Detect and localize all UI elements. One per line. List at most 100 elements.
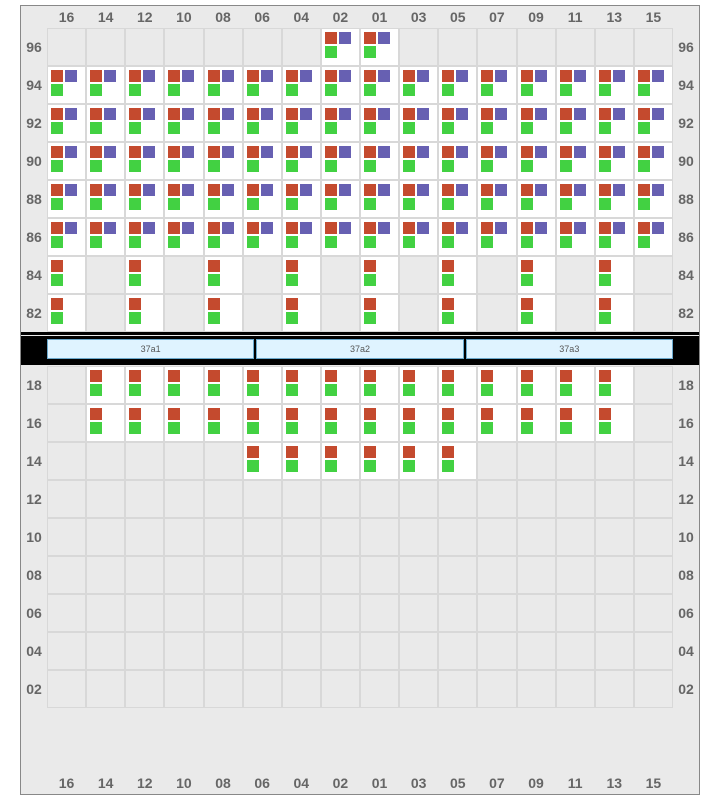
- grid-cell[interactable]: [595, 294, 634, 332]
- slot-unit[interactable]: [599, 260, 630, 290]
- slot-unit[interactable]: [325, 370, 356, 400]
- slot-unit[interactable]: [168, 70, 199, 100]
- slot-unit[interactable]: [442, 146, 473, 176]
- slot-unit[interactable]: [560, 408, 591, 438]
- grid-cell[interactable]: [477, 180, 516, 218]
- slot-unit[interactable]: [129, 260, 160, 290]
- slot-unit[interactable]: [364, 260, 395, 290]
- slot-unit[interactable]: [481, 408, 512, 438]
- grid-cell[interactable]: [47, 180, 86, 218]
- slot-unit[interactable]: [90, 370, 121, 400]
- grid-cell[interactable]: [517, 104, 556, 142]
- slot-unit[interactable]: [325, 222, 356, 252]
- slot-unit[interactable]: [638, 70, 669, 100]
- slot-unit[interactable]: [168, 146, 199, 176]
- grid-cell[interactable]: [399, 404, 438, 442]
- grid-cell[interactable]: [204, 256, 243, 294]
- slot-unit[interactable]: [599, 70, 630, 100]
- slot-unit[interactable]: [481, 108, 512, 138]
- grid-cell[interactable]: [243, 66, 282, 104]
- grid-cell[interactable]: [164, 142, 203, 180]
- aisle-segment[interactable]: 37a3: [466, 339, 673, 359]
- grid-cell[interactable]: [125, 366, 164, 404]
- slot-unit[interactable]: [364, 70, 395, 100]
- slot-unit[interactable]: [403, 108, 434, 138]
- grid-cell[interactable]: [438, 294, 477, 332]
- slot-unit[interactable]: [442, 408, 473, 438]
- grid-cell[interactable]: [164, 180, 203, 218]
- grid-cell[interactable]: [204, 366, 243, 404]
- grid-cell[interactable]: [204, 142, 243, 180]
- grid-cell[interactable]: [556, 218, 595, 256]
- slot-unit[interactable]: [521, 70, 552, 100]
- slot-unit[interactable]: [208, 370, 239, 400]
- slot-unit[interactable]: [208, 222, 239, 252]
- grid-cell[interactable]: [282, 366, 321, 404]
- slot-unit[interactable]: [325, 108, 356, 138]
- slot-unit[interactable]: [51, 146, 82, 176]
- grid-cell[interactable]: [164, 366, 203, 404]
- grid-cell[interactable]: [86, 180, 125, 218]
- slot-unit[interactable]: [442, 108, 473, 138]
- grid-cell[interactable]: [321, 28, 360, 66]
- slot-unit[interactable]: [286, 146, 317, 176]
- grid-cell[interactable]: [634, 142, 673, 180]
- grid-cell[interactable]: [321, 442, 360, 480]
- slot-unit[interactable]: [168, 184, 199, 214]
- grid-cell[interactable]: [517, 404, 556, 442]
- grid-cell[interactable]: [399, 442, 438, 480]
- grid-cell[interactable]: [204, 104, 243, 142]
- grid-cell[interactable]: [517, 218, 556, 256]
- slot-unit[interactable]: [403, 446, 434, 476]
- grid-cell[interactable]: [556, 366, 595, 404]
- slot-unit[interactable]: [208, 298, 239, 328]
- slot-unit[interactable]: [286, 408, 317, 438]
- grid-cell[interactable]: [399, 366, 438, 404]
- slot-unit[interactable]: [364, 184, 395, 214]
- slot-unit[interactable]: [247, 446, 278, 476]
- slot-unit[interactable]: [286, 370, 317, 400]
- slot-unit[interactable]: [247, 408, 278, 438]
- slot-unit[interactable]: [560, 70, 591, 100]
- grid-cell[interactable]: [477, 142, 516, 180]
- slot-unit[interactable]: [364, 146, 395, 176]
- slot-unit[interactable]: [442, 70, 473, 100]
- grid-cell[interactable]: [243, 142, 282, 180]
- slot-unit[interactable]: [325, 408, 356, 438]
- slot-unit[interactable]: [208, 70, 239, 100]
- grid-cell[interactable]: [595, 142, 634, 180]
- grid-cell[interactable]: [634, 180, 673, 218]
- grid-cell[interactable]: [164, 66, 203, 104]
- grid-cell[interactable]: [321, 66, 360, 104]
- slot-unit[interactable]: [521, 408, 552, 438]
- slot-unit[interactable]: [481, 184, 512, 214]
- grid-cell[interactable]: [321, 104, 360, 142]
- grid-cell[interactable]: [595, 366, 634, 404]
- grid-cell[interactable]: [360, 66, 399, 104]
- slot-unit[interactable]: [168, 108, 199, 138]
- slot-unit[interactable]: [51, 70, 82, 100]
- slot-unit[interactable]: [403, 222, 434, 252]
- grid-cell[interactable]: [86, 366, 125, 404]
- grid-cell[interactable]: [125, 180, 164, 218]
- grid-cell[interactable]: [86, 104, 125, 142]
- slot-unit[interactable]: [325, 446, 356, 476]
- grid-cell[interactable]: [125, 294, 164, 332]
- slot-unit[interactable]: [403, 408, 434, 438]
- slot-unit[interactable]: [286, 446, 317, 476]
- grid-cell[interactable]: [438, 442, 477, 480]
- grid-cell[interactable]: [204, 294, 243, 332]
- slot-unit[interactable]: [560, 184, 591, 214]
- grid-cell[interactable]: [438, 366, 477, 404]
- slot-unit[interactable]: [51, 298, 82, 328]
- grid-cell[interactable]: [282, 180, 321, 218]
- grid-cell[interactable]: [164, 218, 203, 256]
- slot-unit[interactable]: [286, 260, 317, 290]
- slot-unit[interactable]: [364, 298, 395, 328]
- slot-unit[interactable]: [247, 146, 278, 176]
- slot-unit[interactable]: [521, 222, 552, 252]
- slot-unit[interactable]: [247, 184, 278, 214]
- slot-unit[interactable]: [560, 370, 591, 400]
- grid-cell[interactable]: [243, 180, 282, 218]
- slot-unit[interactable]: [208, 408, 239, 438]
